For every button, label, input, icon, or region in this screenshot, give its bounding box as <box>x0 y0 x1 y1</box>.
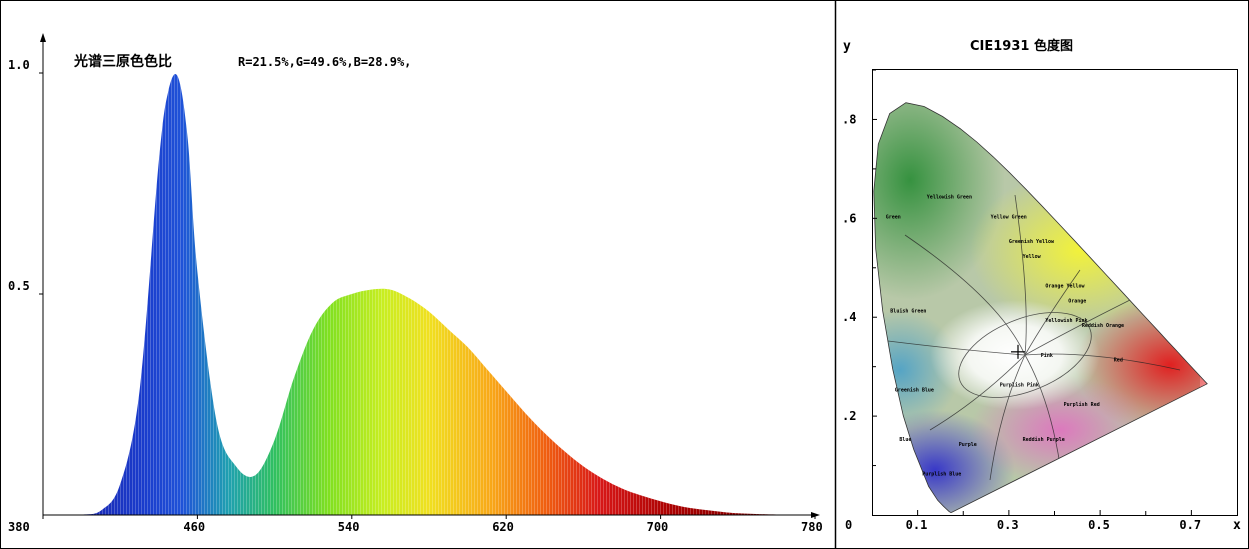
cie-y-tick-label: .6 <box>842 211 856 225</box>
spectrum-ratio-text: R=21.5%,G=49.6%,B=28.9%, <box>238 55 411 69</box>
cie-region-label: Greenish Yellow <box>1009 239 1055 245</box>
cie-region-label: Orange Yellow <box>1045 284 1085 290</box>
x-tick-label: 380 <box>8 520 30 534</box>
cie-x-axis-label: x <box>1233 518 1241 533</box>
x-tick-label: 540 <box>338 520 360 534</box>
cie-region-label: Greenish Blue <box>895 387 934 393</box>
spectral-locus <box>873 102 1208 514</box>
cie-y-axis-label: y <box>843 39 851 54</box>
cie-y-tick-label: .2 <box>842 409 856 423</box>
spectrum-hatching <box>43 74 815 515</box>
cie-region-label: Yellow Green <box>991 214 1027 220</box>
cie-region-label: Green <box>886 214 901 220</box>
spectrum-title: 光谱三原色色比 <box>73 53 172 70</box>
cie-title: CIE1931 色度图 <box>970 38 1073 54</box>
cie-region-label: Purple <box>959 442 977 448</box>
cie-color-gamut <box>873 102 1208 513</box>
cie-region-label: Orange <box>1068 298 1086 304</box>
cie-region-label: Yellow <box>1023 254 1042 260</box>
cie-region-label: Purplish Pink <box>1000 382 1039 388</box>
cie-y-tick-label: .8 <box>842 112 856 126</box>
spectrum-chart: 0.5 1.0 380 460 540 620 700 780 光谱三原色色比 R=21.5… <box>8 33 823 534</box>
cie-plot-frame <box>872 69 1238 516</box>
x-tick-label: 460 <box>183 520 205 534</box>
cie-region-label: Red <box>1114 358 1123 364</box>
cie-x-tick-label: 0 <box>845 518 852 532</box>
cie-region-label: Blue <box>899 437 911 443</box>
y-axis-arrow-icon <box>40 33 46 42</box>
cie-region-label: Yellowish Green <box>927 195 972 201</box>
cie-x-tick-label: 0.5 <box>1088 518 1110 532</box>
cie-region-label: Pink <box>1041 353 1053 359</box>
cie-y-tick-label: .4 <box>842 310 856 324</box>
cie-chromaticity-chart: Yellowish Green Green Yellow Green Greenish… <box>842 38 1241 533</box>
cie-x-tick-label: 0.7 <box>1179 518 1201 532</box>
cie-x-tick-label: 0.3 <box>997 518 1019 532</box>
cie-region-label: Reddish Purple <box>1023 437 1065 443</box>
y-tick-label: 1.0 <box>8 58 30 72</box>
cie-region-label: Reddish Orange <box>1082 323 1124 329</box>
y-tick-label: 0.5 <box>8 279 30 293</box>
color-point-marker <box>1011 344 1025 359</box>
cie-region-label: Yellowish Pink <box>1045 318 1087 324</box>
cie-region-label: Purplish Blue <box>922 471 961 477</box>
x-tick-label: 700 <box>647 520 669 534</box>
x-tick-label: 780 <box>801 520 823 534</box>
cie-region-label: Purplish Red <box>1064 402 1100 408</box>
x-tick-label: 620 <box>492 520 514 534</box>
cie-x-tick-label: 0.1 <box>906 518 928 532</box>
cie-region-label: Bluish Green <box>890 308 926 314</box>
